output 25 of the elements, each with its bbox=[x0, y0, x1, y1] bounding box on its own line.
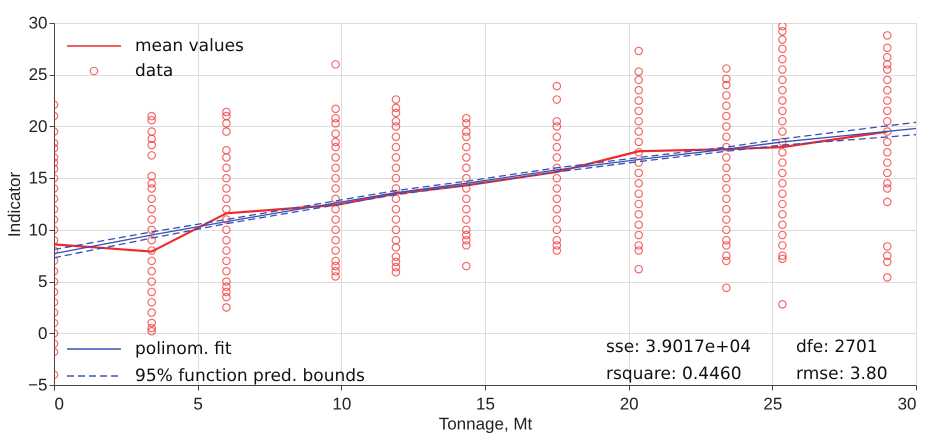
y-tick-label: 15 bbox=[28, 168, 48, 188]
annotation: dfe: 2701 bbox=[796, 337, 878, 357]
y-tick-label: 10 bbox=[28, 220, 48, 240]
legend-label: data bbox=[135, 61, 174, 81]
x-tick-label: 10 bbox=[332, 394, 352, 414]
y-tick-label: 0 bbox=[38, 324, 48, 343]
x-tick-label: 15 bbox=[476, 394, 495, 414]
x-tick-label: 20 bbox=[620, 394, 639, 414]
x-tick-label: 30 bbox=[898, 394, 916, 414]
legend-label: polinom. fit bbox=[135, 339, 232, 359]
x-tick-label: 5 bbox=[193, 394, 203, 414]
y-tick-label: 30 bbox=[28, 14, 48, 32]
annotation: sse: 3.9017e+04 bbox=[606, 337, 752, 357]
x-axis-title: Tonnage, Mt bbox=[438, 414, 533, 434]
x-tick-label: 0 bbox=[54, 394, 64, 414]
annotation: rmse: 3.80 bbox=[796, 364, 888, 384]
y-tick-label: 25 bbox=[28, 65, 48, 84]
y-tick-label: 20 bbox=[28, 116, 48, 136]
y-axis-title: Indicator bbox=[5, 172, 24, 238]
annotation: rsquare: 0.4460 bbox=[606, 364, 742, 384]
legend-label: mean values bbox=[135, 36, 244, 56]
y-tick-label: 5 bbox=[38, 272, 48, 292]
y-tick-label: −5 bbox=[28, 376, 48, 394]
legend-label: 95% function pred. bounds bbox=[135, 366, 366, 386]
x-tick-label: 25 bbox=[763, 394, 782, 414]
